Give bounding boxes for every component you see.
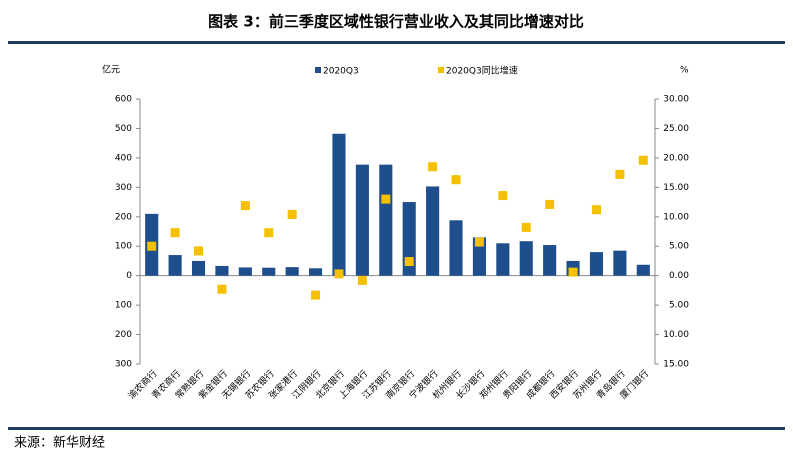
bar — [613, 250, 627, 276]
marker — [638, 155, 648, 165]
bar — [191, 260, 206, 276]
y-tick-label: 100 — [115, 242, 132, 252]
bar — [472, 237, 486, 276]
marker — [591, 205, 601, 215]
y2-tick-label: 15.00 — [663, 183, 689, 193]
marker — [217, 284, 227, 294]
y-tick-label: 500 — [115, 124, 132, 134]
marker — [474, 237, 484, 247]
y-tick-label: 200 — [115, 330, 132, 340]
y2-tick-label: 10.00 — [663, 330, 689, 340]
bar — [543, 245, 557, 276]
y2-tick-label: 5.00 — [669, 301, 689, 311]
y2-tick-label: 20.00 — [663, 153, 689, 163]
legend-label: 2020Q3同比增速 — [446, 65, 518, 77]
y-tick-label: 400 — [115, 153, 132, 163]
y2-axis-label: % — [680, 66, 689, 76]
marker — [404, 257, 414, 267]
marker — [334, 269, 344, 279]
y2-tick-label: 0.00 — [669, 271, 689, 281]
y-tick-label: 300 — [115, 183, 132, 193]
legend-swatch — [438, 67, 444, 73]
y-tick-label: 0 — [126, 271, 132, 281]
marker — [615, 169, 625, 179]
bar — [379, 164, 393, 276]
marker — [498, 191, 508, 201]
bar — [449, 220, 463, 276]
bar — [519, 241, 533, 276]
bar — [262, 267, 276, 276]
bar — [496, 243, 510, 276]
marker — [521, 222, 531, 232]
bar — [426, 186, 440, 276]
marker — [545, 199, 555, 209]
y2-tick-label: 15.00 — [663, 360, 689, 370]
bar — [309, 268, 323, 276]
y2-tick-label: 30.00 — [663, 95, 689, 105]
y-axis-label: 亿元 — [102, 64, 120, 76]
marker — [451, 175, 461, 185]
bar — [636, 264, 650, 276]
y-tick-label: 200 — [115, 212, 132, 222]
marker — [381, 194, 391, 204]
y2-tick-label: 10.00 — [663, 212, 689, 222]
y2-tick-label: 5.00 — [669, 242, 689, 252]
marker — [357, 275, 367, 285]
chart-title: 图表 3：前三季度区域性银行营业收入及其同比增速对比 — [208, 13, 584, 31]
legend-label: 2020Q3 — [323, 67, 359, 77]
marker — [240, 201, 250, 211]
bar — [355, 164, 369, 276]
bar — [168, 255, 182, 276]
y2-tick-label: 25.00 — [663, 124, 689, 134]
marker — [287, 209, 297, 219]
bar — [215, 265, 229, 276]
marker — [311, 290, 321, 300]
bar — [589, 252, 604, 276]
y-tick-label: 300 — [115, 360, 132, 370]
marker — [194, 246, 204, 256]
marker — [147, 241, 157, 251]
marker — [170, 228, 180, 238]
bar — [285, 267, 299, 276]
legend-swatch — [315, 67, 321, 73]
y-tick-label: 600 — [115, 95, 132, 105]
marker — [428, 162, 438, 172]
bar — [238, 267, 252, 276]
title-rule — [8, 41, 785, 44]
footer-rule — [8, 427, 785, 430]
marker — [264, 228, 274, 238]
y-tick-label: 100 — [115, 301, 132, 311]
marker — [568, 267, 578, 277]
bar — [332, 133, 346, 276]
source: 来源：新华财经 — [14, 435, 105, 451]
